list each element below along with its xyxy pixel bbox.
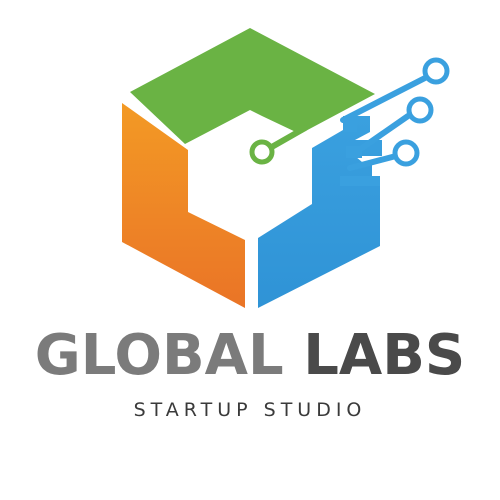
- brand-tagline: STARTUP STUDIO: [133, 399, 367, 421]
- brand-name: GLOBAL LABS: [0, 322, 500, 390]
- cube-left-face: [122, 103, 245, 308]
- cube-circuit-icon: [122, 28, 450, 308]
- circuit-traces: [249, 57, 450, 171]
- cube-top-face: [130, 28, 375, 144]
- cube-right-face: [258, 116, 382, 308]
- brand-name-part-2: LABS: [303, 323, 466, 388]
- circuit-bars: [340, 118, 380, 186]
- brand-name-part-1: GLOBAL: [34, 323, 284, 388]
